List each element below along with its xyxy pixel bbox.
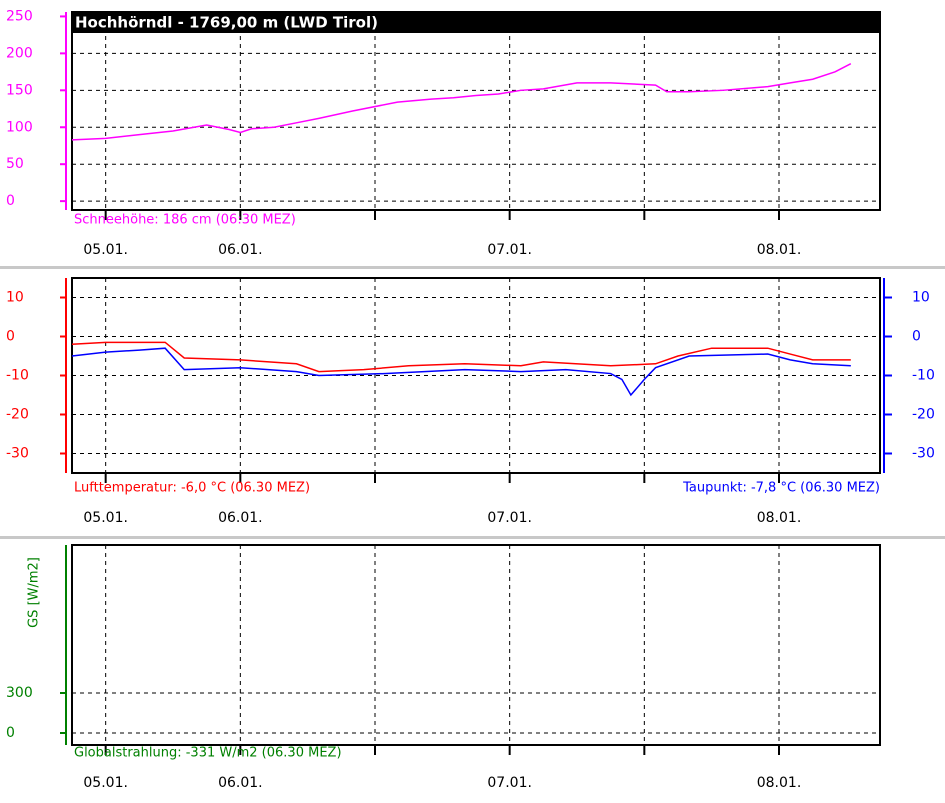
x-tick-label: 07.01. <box>487 775 532 791</box>
plot-frame <box>71 544 881 746</box>
plot-frame <box>71 277 881 474</box>
x-tick-label: 05.01. <box>83 510 128 526</box>
x-tick-label: 06.01. <box>218 775 263 791</box>
y2-tick-label: -10 <box>912 368 935 384</box>
chart-title: Hochhörndl - 1769,00 m (LWD Tirol) <box>75 14 378 32</box>
x-tick-label: 06.01. <box>218 510 263 526</box>
x-tick-label: 05.01. <box>83 775 128 791</box>
plot-frame <box>71 11 881 211</box>
x-tick-label: 08.01. <box>757 510 802 526</box>
x-tick-label: 06.01. <box>218 242 263 258</box>
y-tick-label: 250 <box>6 8 33 24</box>
y2-tick-label: -20 <box>912 407 935 423</box>
y-tick-label: -20 <box>6 407 29 423</box>
series-line <box>71 63 852 141</box>
caption: Globalstrahlung: -331 W/m2 (06.30 MEZ) <box>74 746 342 761</box>
separator <box>0 266 945 269</box>
y-axis-label: GS [W/m2] <box>27 557 42 628</box>
separator <box>0 536 945 539</box>
y2-tick-label: 10 <box>912 290 930 306</box>
x-tick-label: 08.01. <box>757 242 802 258</box>
y-tick-label: 150 <box>6 82 33 98</box>
y-tick-label: 50 <box>6 156 24 172</box>
series-line <box>71 347 851 397</box>
y-tick-label: 0 <box>6 329 15 345</box>
x-tick-label: 05.01. <box>83 242 128 258</box>
y2-tick-label: -30 <box>912 446 935 462</box>
y-tick-label: 0 <box>6 725 15 741</box>
y-tick-label: 10 <box>6 290 24 306</box>
legend-entry: Schneehöhe: 186 cm (06:30 MEZ) <box>74 213 296 228</box>
x-tick-label: 08.01. <box>757 775 802 791</box>
y-tick-label: 0 <box>6 193 15 209</box>
title-bar <box>72 12 880 33</box>
y2-tick-label: 0 <box>912 329 921 345</box>
x-tick-label: 07.01. <box>487 510 532 526</box>
legend-entry: Lufttemperatur: -6,0 °C (06.30 MEZ) <box>74 481 310 496</box>
series-line <box>71 341 851 373</box>
y-tick-label: 100 <box>6 119 33 135</box>
y-tick-label: -30 <box>6 446 29 462</box>
legend-entry: Taupunkt: -7,8 °C (06.30 MEZ) <box>682 481 880 496</box>
x-tick-label: 07.01. <box>487 242 532 258</box>
y-tick-label: 300 <box>6 685 33 701</box>
y-tick-label: 200 <box>6 45 33 61</box>
y-tick-label: -10 <box>6 368 29 384</box>
